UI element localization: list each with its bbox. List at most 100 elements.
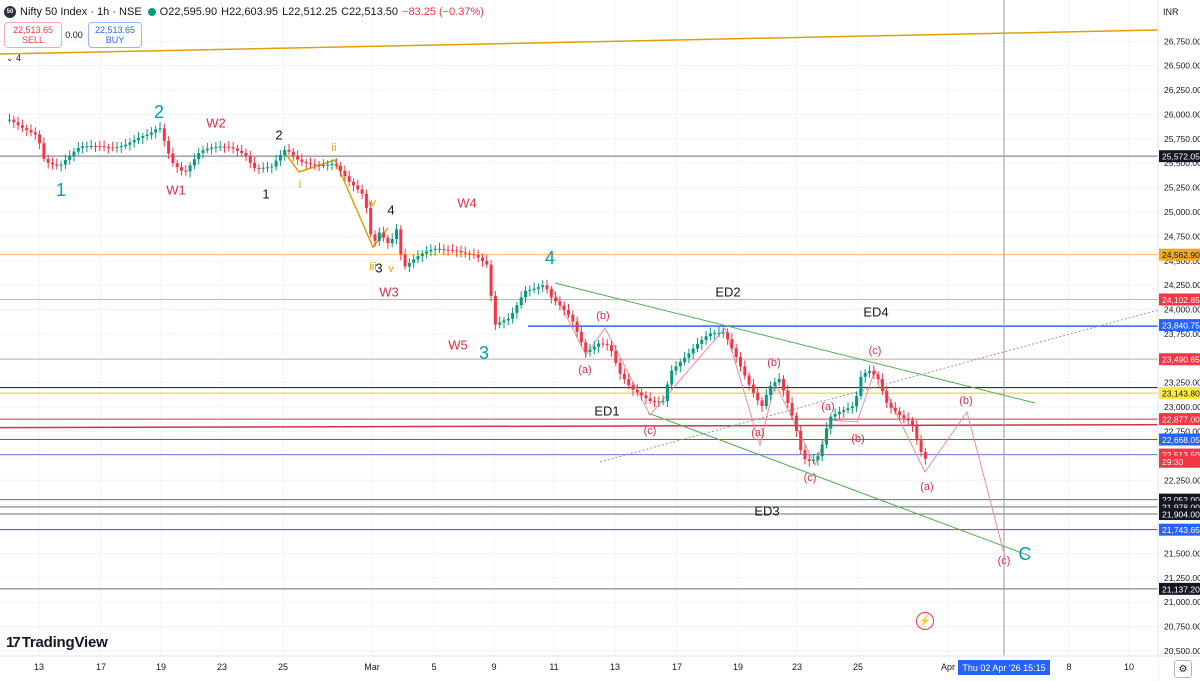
price-tag-label: 29:30: [1162, 457, 1184, 467]
price-tick-label: 26,250.00: [1164, 85, 1200, 95]
candle-body: [708, 333, 712, 337]
candle-body: [63, 160, 67, 165]
wave-label: W3: [379, 284, 399, 299]
price-tick-label: 25,750.00: [1164, 134, 1200, 144]
candle-body: [356, 185, 360, 190]
indicators-toggle[interactable]: ⌄ 4: [6, 53, 22, 63]
candle-body: [438, 248, 441, 250]
candle-body: [803, 450, 807, 460]
candle-body: [51, 162, 54, 165]
candle-body: [420, 253, 424, 257]
candle-body: [455, 250, 459, 252]
candle-body: [180, 167, 183, 171]
ohlc-high: H22,603.95: [221, 6, 279, 18]
candle-body: [743, 366, 747, 376]
candle-body: [132, 140, 136, 143]
candle-body: [395, 229, 398, 240]
time-tick-label: 19: [156, 662, 166, 672]
candle-body: [235, 148, 239, 151]
candle-body: [25, 127, 29, 131]
price-tag: [1159, 500, 1200, 513]
candle-body: [734, 348, 738, 358]
candle-body: [541, 285, 545, 288]
candle-body: [898, 411, 902, 416]
wave-label: v: [388, 263, 394, 275]
candle-body: [197, 152, 201, 160]
candle-body: [640, 392, 644, 396]
candle-body: [648, 398, 652, 401]
axis-settings-icon[interactable]: ⚙: [1174, 660, 1192, 678]
flash-icon[interactable]: ⚡: [916, 612, 934, 630]
price-tick-label: 21,000.00: [1164, 597, 1200, 607]
candle-body: [592, 346, 596, 350]
candle-body: [579, 331, 583, 343]
candle-body: [614, 351, 618, 363]
candle-body: [296, 155, 300, 160]
candle-body: [450, 250, 454, 252]
price-tag-label: 24,562.90: [1162, 250, 1200, 260]
candle-body: [214, 146, 218, 148]
candle-body: [16, 122, 20, 126]
price-tag-label: 22,877.00: [1162, 415, 1200, 425]
price-tick-label: 24,750.00: [1164, 231, 1200, 241]
candle-body: [558, 301, 562, 306]
candle-body: [334, 164, 338, 166]
candle-body: [326, 164, 330, 166]
symbol-header[interactable]: 50 Nifty 50 Index · 1h · NSE O22,595.90 …: [4, 4, 484, 20]
candle-body: [786, 390, 790, 404]
candle-body: [463, 252, 467, 254]
candle-body: [631, 385, 635, 390]
candle-body: [833, 414, 837, 417]
price-tag: [1159, 387, 1200, 400]
ohlc-change: −83.25 (−0.37%): [402, 6, 484, 18]
long-trend-line: [0, 29, 1159, 55]
candle-body: [390, 239, 394, 244]
candle-body: [352, 181, 355, 186]
tradingview-logo[interactable]: 17 TradingView: [6, 634, 108, 651]
candle-body: [283, 149, 287, 156]
candle-body: [820, 444, 824, 457]
candle-body: [644, 395, 648, 399]
wave-label: 2: [154, 102, 164, 122]
price-tag-label: 21,137.20: [1162, 584, 1200, 594]
candle-body: [812, 460, 816, 462]
price-tag-label: 25,572.05: [1162, 152, 1200, 162]
candle-body: [519, 297, 523, 306]
price-tag-label: 23,143.80: [1162, 389, 1200, 399]
candle-body: [919, 440, 923, 452]
sell-button[interactable]: 22,513.65 SELL: [4, 22, 62, 48]
candle-body: [253, 162, 257, 168]
candle-body: [536, 287, 540, 289]
candle-body: [893, 407, 897, 412]
candle-body: [76, 147, 80, 152]
candle-body: [257, 167, 261, 169]
price-tag-label: 21,904.00: [1162, 510, 1200, 520]
candle-body: [403, 254, 407, 267]
symbol-title[interactable]: Nifty 50 Index · 1h · NSE: [20, 6, 142, 18]
candle-body: [8, 119, 11, 121]
candle-body: [137, 137, 140, 141]
price-tick-label: 24,500.00: [1164, 256, 1200, 266]
price-tick-label: 23,250.00: [1164, 378, 1200, 388]
candle-body: [472, 254, 476, 256]
price-tag: [1159, 413, 1200, 426]
candle-body: [12, 119, 16, 123]
buy-button[interactable]: 22,513.65 BUY: [88, 22, 142, 48]
candle-body: [287, 149, 291, 152]
candle-body: [700, 339, 704, 345]
price-tick-label: 26,750.00: [1164, 36, 1200, 46]
price-tag: [1159, 433, 1200, 446]
buy-label: BUY: [105, 35, 125, 45]
wave-label: ED2: [715, 284, 740, 299]
candle-body: [721, 332, 725, 334]
time-tick-label: Apr: [941, 662, 955, 672]
candle-body: [829, 416, 833, 429]
candle-body: [687, 353, 691, 358]
candle-body: [661, 401, 665, 403]
candle-body: [433, 248, 437, 250]
candle-body: [605, 343, 609, 346]
currency-label[interactable]: INR: [1163, 7, 1179, 17]
time-tick-label: 13: [610, 662, 620, 672]
candle-body: [627, 379, 631, 386]
